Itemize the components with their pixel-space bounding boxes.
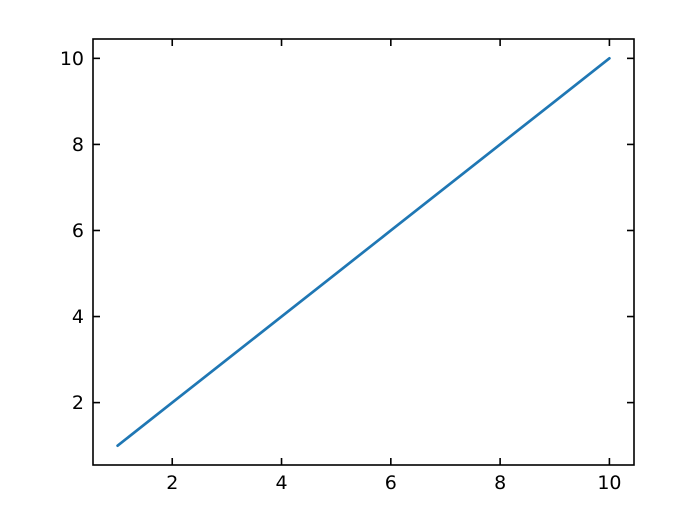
x-tick-label: 4 [275,472,287,494]
x-tick-label: 6 [385,472,397,494]
x-tick-label: 8 [494,472,506,494]
y-tick-label: 10 [60,48,84,70]
y-tick-label: 4 [72,306,84,328]
y-tick-label: 6 [72,220,84,242]
x-tick-label: 10 [597,472,621,494]
x-tick-label: 2 [166,472,178,494]
plot-frame [92,38,635,466]
data-line [116,57,611,447]
y-tick-label: 8 [72,134,84,156]
y-tick-label: 2 [72,392,84,414]
